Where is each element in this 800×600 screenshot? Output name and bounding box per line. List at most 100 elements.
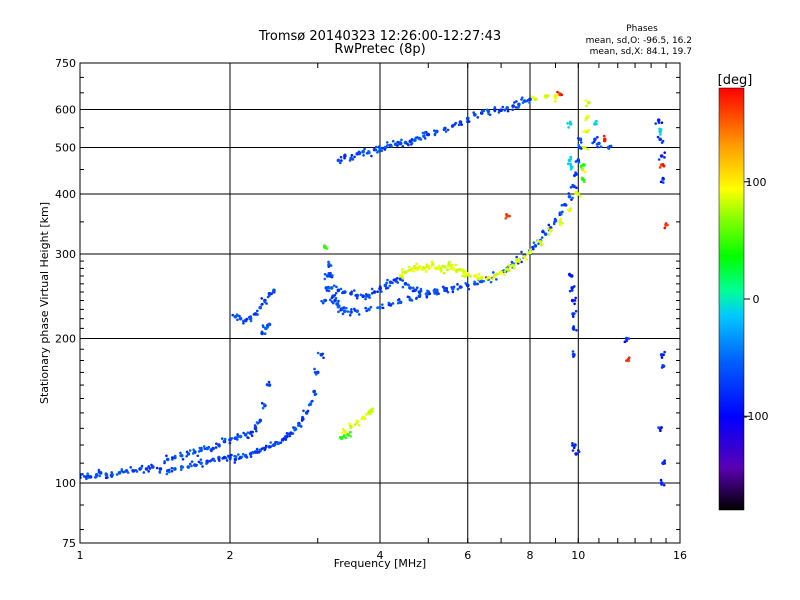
data-point — [446, 128, 450, 132]
data-point — [492, 271, 495, 274]
data-point — [313, 367, 316, 371]
data-point — [195, 463, 198, 467]
data-point — [167, 468, 171, 472]
data-point — [584, 99, 587, 102]
data-point — [291, 432, 295, 435]
data-point — [607, 147, 611, 150]
data-point — [521, 101, 525, 104]
data-point — [209, 459, 213, 462]
data-point — [129, 466, 133, 469]
data-point — [170, 469, 174, 473]
data-point — [181, 465, 185, 469]
data-point — [205, 462, 208, 465]
data-point — [487, 112, 490, 116]
data-point — [520, 250, 523, 254]
data-point — [401, 274, 404, 278]
data-point — [442, 286, 446, 289]
data-point — [595, 142, 599, 146]
data-point — [341, 291, 344, 295]
data-point — [553, 217, 557, 221]
data-point — [560, 212, 563, 216]
data-point — [396, 276, 399, 280]
data-point — [320, 299, 323, 303]
data-point — [416, 266, 420, 270]
data-point — [165, 454, 168, 458]
data-point — [301, 415, 304, 419]
data-point — [572, 328, 576, 331]
data-point — [596, 135, 599, 139]
data-point — [417, 137, 421, 140]
data-point — [355, 309, 359, 314]
data-point — [336, 302, 340, 305]
data-point — [339, 155, 343, 159]
data-point — [419, 289, 423, 293]
data-point — [442, 271, 446, 275]
data-point — [660, 483, 663, 486]
data-point — [348, 159, 352, 162]
data-point — [511, 104, 515, 108]
data-point — [236, 433, 239, 436]
data-point — [569, 207, 573, 210]
data-point — [341, 427, 345, 431]
data-point — [313, 370, 317, 374]
data-point — [123, 470, 126, 473]
data-point — [367, 149, 370, 153]
data-point — [349, 426, 353, 430]
data-point — [338, 161, 342, 165]
data-point — [346, 310, 350, 313]
data-point — [376, 290, 379, 294]
data-point — [170, 466, 174, 470]
data-point — [409, 143, 413, 146]
data-point — [547, 233, 551, 236]
data-point — [172, 467, 176, 470]
data-point — [251, 430, 254, 434]
data-point — [267, 380, 271, 384]
data-point — [179, 454, 182, 457]
data-point — [474, 274, 478, 277]
data-point — [158, 467, 163, 471]
data-point — [245, 317, 249, 321]
data-point — [332, 284, 336, 287]
data-point — [449, 264, 453, 268]
data-point — [263, 300, 267, 304]
data-point — [349, 310, 353, 314]
data-point — [499, 272, 503, 275]
data-point — [414, 266, 417, 270]
data-point — [406, 295, 410, 299]
data-point — [377, 149, 380, 153]
data-point — [587, 100, 591, 105]
data-point — [391, 302, 395, 305]
data-point — [398, 300, 403, 305]
data-point — [505, 267, 509, 271]
data-point — [269, 445, 272, 449]
data-point — [387, 303, 391, 307]
data-point — [335, 285, 338, 289]
data-point — [511, 108, 514, 112]
data-point — [328, 298, 332, 302]
data-point — [569, 157, 572, 161]
data-point — [576, 136, 580, 140]
data-point — [274, 441, 277, 444]
data-point — [432, 289, 436, 292]
data-point — [425, 263, 428, 266]
data-point — [330, 300, 334, 303]
data-point — [411, 289, 415, 293]
data-point — [353, 423, 357, 426]
data-point — [450, 125, 454, 128]
data-point — [246, 436, 249, 439]
data-point — [185, 450, 189, 454]
data-point — [460, 285, 463, 289]
data-point — [575, 328, 578, 332]
data-point — [476, 282, 479, 286]
data-point — [573, 443, 577, 447]
data-point — [388, 284, 392, 288]
data-point — [452, 285, 456, 289]
data-point — [94, 476, 97, 479]
data-point — [302, 409, 305, 413]
y-axis-ticks: 75 100 200 300 400 500 600 750 — [55, 57, 680, 550]
data-point — [97, 470, 101, 474]
data-point — [401, 268, 404, 271]
data-point — [493, 275, 497, 278]
data-point — [413, 138, 417, 142]
data-point — [660, 141, 664, 144]
